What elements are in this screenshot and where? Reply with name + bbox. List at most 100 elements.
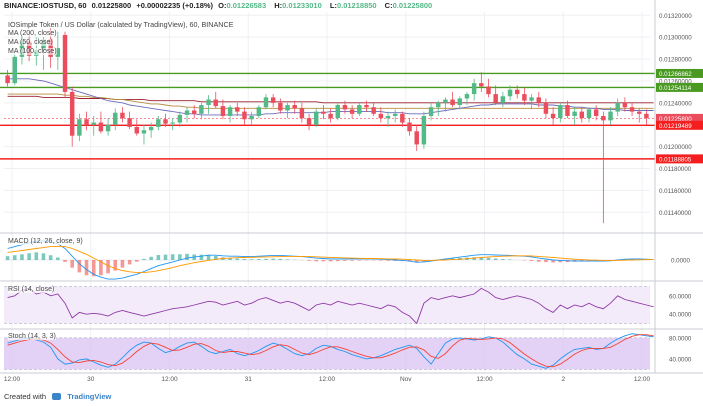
footer-prefix: Created with bbox=[4, 392, 47, 401]
chart-subtitle: IOSimple Token / US Dollar (calculated b… bbox=[8, 20, 234, 29]
price-tick-label: 0.01300000 bbox=[659, 35, 692, 42]
rsi-tick-label: 60.0000 bbox=[669, 293, 692, 300]
candle-body bbox=[522, 94, 527, 101]
candle-body bbox=[299, 108, 305, 119]
level-tag-bg bbox=[656, 82, 703, 92]
candle-body bbox=[349, 109, 355, 114]
candle-body bbox=[601, 115, 606, 121]
candle-body bbox=[392, 113, 398, 116]
ohlc-high: H:0.01233010 bbox=[274, 1, 322, 10]
time-tick-label: 12:00 bbox=[4, 376, 21, 383]
macd-signal-line bbox=[7, 245, 654, 274]
candle-body bbox=[486, 86, 491, 95]
candle-body bbox=[163, 119, 168, 124]
tradingview-logo-icon bbox=[52, 393, 62, 400]
rsi-band bbox=[4, 286, 650, 324]
candle-body bbox=[206, 99, 211, 106]
level-tag-bg bbox=[656, 68, 703, 78]
candle-body bbox=[357, 105, 362, 114]
candle-body bbox=[507, 89, 513, 97]
candle-body bbox=[385, 115, 391, 119]
macd-pane bbox=[4, 240, 654, 280]
candle-body bbox=[364, 105, 369, 108]
price-tick-label: 0.01140000 bbox=[659, 210, 692, 217]
candle-body bbox=[586, 109, 592, 119]
macd-legend[interactable]: MACD (12, 26, close, 9) bbox=[8, 238, 83, 245]
candle-body bbox=[84, 119, 89, 125]
candle-body bbox=[572, 111, 577, 116]
candle-body bbox=[242, 111, 247, 120]
candle-body bbox=[69, 91, 75, 136]
price-tick-label: 0.01240000 bbox=[659, 100, 692, 107]
price-tick-label: 0.01260000 bbox=[659, 78, 692, 85]
candle-body bbox=[529, 97, 534, 101]
rsi-legend[interactable]: RSI (14, close) bbox=[8, 286, 55, 293]
stoch-legend[interactable]: Stoch (14, 3, 3) bbox=[8, 333, 56, 340]
candle-body bbox=[421, 115, 427, 145]
ma200-legend[interactable]: MA (200, close) bbox=[8, 30, 57, 37]
candle-body bbox=[543, 102, 549, 114]
candle-body bbox=[457, 98, 463, 106]
ohlc-low: L:0.01218850 bbox=[329, 1, 377, 10]
level-tag-label: 0.01266862 bbox=[659, 71, 692, 78]
candle-body bbox=[127, 118, 132, 127]
candle-body bbox=[514, 89, 520, 95]
ma100-line bbox=[7, 93, 654, 109]
candle-body bbox=[335, 105, 340, 119]
price-tick-label: 0.01280000 bbox=[659, 57, 692, 64]
candle-body bbox=[292, 105, 297, 109]
candle-body bbox=[400, 113, 405, 123]
stoch-pane bbox=[4, 333, 654, 370]
candle-body bbox=[113, 112, 118, 125]
ohlc-open: O:0.01226583 bbox=[218, 1, 267, 10]
rsi-tick-label: 40.0000 bbox=[669, 312, 692, 319]
candle-body bbox=[306, 118, 312, 125]
candle-body bbox=[407, 122, 412, 132]
price-level-tags: 0.01266862 0.01254114 0.012258000.01219489… bbox=[656, 68, 703, 164]
ma50-legend[interactable]: MA (50, close) bbox=[8, 39, 53, 46]
candle-body bbox=[5, 75, 10, 84]
candle-body bbox=[644, 113, 649, 119]
candle-body bbox=[199, 105, 204, 114]
candle-body bbox=[579, 111, 585, 119]
time-tick-label: 12:00 bbox=[634, 376, 651, 383]
time-tick-label: 31 bbox=[245, 376, 253, 383]
stoch-d-line bbox=[7, 334, 654, 368]
candle-body bbox=[558, 105, 563, 119]
candle-body bbox=[342, 105, 348, 110]
macd-line bbox=[7, 240, 654, 280]
candle-body bbox=[378, 113, 384, 119]
candle-body bbox=[622, 102, 628, 108]
candle-body bbox=[608, 111, 613, 121]
candle-body bbox=[278, 102, 283, 111]
ma100-legend[interactable]: MA (100, close) bbox=[8, 48, 57, 55]
candle-body bbox=[177, 114, 183, 123]
chart-header: BINANCE:IOSTUSD, 60 0.01225800 +0.000022… bbox=[4, 1, 438, 10]
price-change: +0.00002235 (+0.18%) bbox=[136, 1, 214, 10]
candle-body bbox=[263, 97, 269, 108]
footer: Created with TradingView bbox=[4, 392, 111, 401]
price-tick-label: 0.01200000 bbox=[659, 144, 692, 151]
axes bbox=[0, 0, 703, 374]
candle-body bbox=[450, 99, 455, 106]
rsi-line bbox=[7, 287, 654, 325]
candle-body bbox=[500, 96, 506, 103]
candle-body bbox=[213, 99, 218, 107]
candle-body bbox=[414, 131, 419, 145]
candle-body bbox=[270, 97, 276, 103]
candle-body bbox=[62, 34, 68, 92]
candle-body bbox=[550, 113, 556, 119]
level-tag-bg bbox=[656, 154, 703, 164]
price-tick-label: 0.01160000 bbox=[659, 188, 692, 195]
stoch-tick-label: 80.0000 bbox=[669, 335, 692, 342]
candle-body bbox=[105, 124, 111, 132]
stoch-k-line bbox=[7, 333, 654, 369]
time-tick-label: 30 bbox=[87, 376, 95, 383]
candle-body bbox=[170, 122, 175, 124]
footer-brand[interactable]: TradingView bbox=[67, 392, 112, 401]
candle-body bbox=[148, 126, 154, 131]
symbol-label: BINANCE:IOSTUSD, 60 bbox=[4, 1, 87, 10]
candle-body bbox=[220, 106, 226, 116]
candle-body bbox=[443, 99, 448, 103]
